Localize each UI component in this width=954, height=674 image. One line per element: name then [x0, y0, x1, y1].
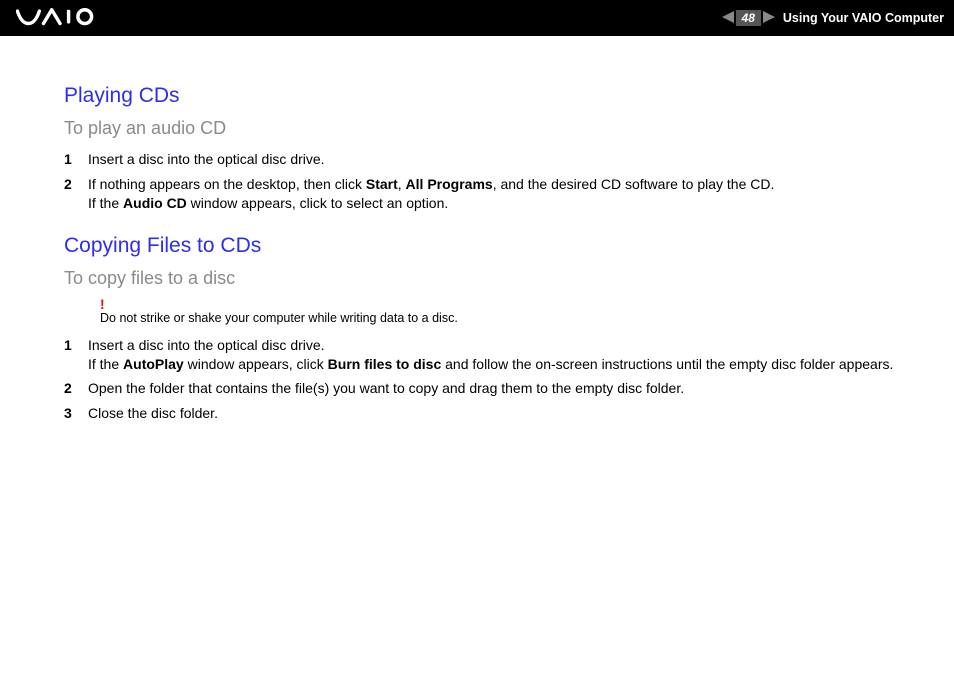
step-number: 2	[64, 379, 88, 398]
text-fragment: Insert a disc into the optical disc driv…	[88, 337, 325, 353]
section-copying-files: Copying Files to CDs To copy files to a …	[64, 234, 914, 427]
bold-text: Burn files to disc	[328, 356, 442, 372]
step-text: If nothing appears on the desktop, then …	[88, 175, 914, 213]
header-title: Using Your VAIO Computer	[783, 11, 944, 25]
text-fragment: If nothing appears on the desktop, then …	[88, 176, 366, 192]
text-fragment: If the	[88, 356, 123, 372]
steps-play-cd: 1 Insert a disc into the optical disc dr…	[64, 147, 914, 216]
step-number: 2	[64, 175, 88, 194]
bold-text: All Programs	[406, 176, 493, 192]
header-bar: 48 Using Your VAIO Computer	[0, 0, 954, 36]
warning-block: ! Do not strike or shake your computer w…	[100, 297, 914, 325]
warning-text: Do not strike or shake your computer whi…	[100, 311, 914, 325]
heading-playing-cds: Playing CDs	[64, 84, 914, 108]
warning-icon: !	[100, 297, 914, 311]
step-text: Insert a disc into the optical disc driv…	[88, 336, 914, 374]
page-nav: 48	[722, 10, 775, 26]
text-fragment: If the	[88, 195, 123, 211]
page-number: 48	[736, 10, 761, 26]
steps-copy-files: 1 Insert a disc into the optical disc dr…	[64, 333, 914, 427]
header-right: 48 Using Your VAIO Computer	[722, 10, 944, 26]
bold-text: AutoPlay	[123, 356, 184, 372]
next-page-arrow-icon[interactable]	[761, 11, 775, 26]
text-fragment: ,	[398, 176, 406, 192]
text-fragment: window appears, click to select an optio…	[187, 195, 448, 211]
vaio-logo	[16, 8, 126, 28]
text-fragment: window appears, click	[184, 356, 328, 372]
step-item: 2 Open the folder that contains the file…	[64, 376, 914, 401]
subheading-copy-to-disc: To copy files to a disc	[64, 268, 914, 289]
section-playing-cds: Playing CDs To play an audio CD 1 Insert…	[64, 84, 914, 216]
step-item: 2 If nothing appears on the desktop, the…	[64, 172, 914, 216]
bold-text: Start	[366, 176, 398, 192]
text-fragment: , and the desired CD software to play th…	[493, 176, 775, 192]
step-item: 1 Insert a disc into the optical disc dr…	[64, 333, 914, 377]
step-text: Insert a disc into the optical disc driv…	[88, 150, 914, 169]
step-number: 1	[64, 150, 88, 169]
step-text: Open the folder that contains the file(s…	[88, 379, 914, 398]
bold-text: Audio CD	[123, 195, 187, 211]
step-text: Close the disc folder.	[88, 404, 914, 423]
step-item: 3 Close the disc folder.	[64, 401, 914, 426]
step-number: 1	[64, 336, 88, 355]
prev-page-arrow-icon[interactable]	[722, 11, 736, 26]
heading-copying-files: Copying Files to CDs	[64, 234, 914, 258]
subheading-play-audio-cd: To play an audio CD	[64, 118, 914, 139]
step-item: 1 Insert a disc into the optical disc dr…	[64, 147, 914, 172]
step-number: 3	[64, 404, 88, 423]
page-content: Playing CDs To play an audio CD 1 Insert…	[0, 36, 954, 464]
text-fragment: and follow the on-screen instructions un…	[441, 356, 893, 372]
